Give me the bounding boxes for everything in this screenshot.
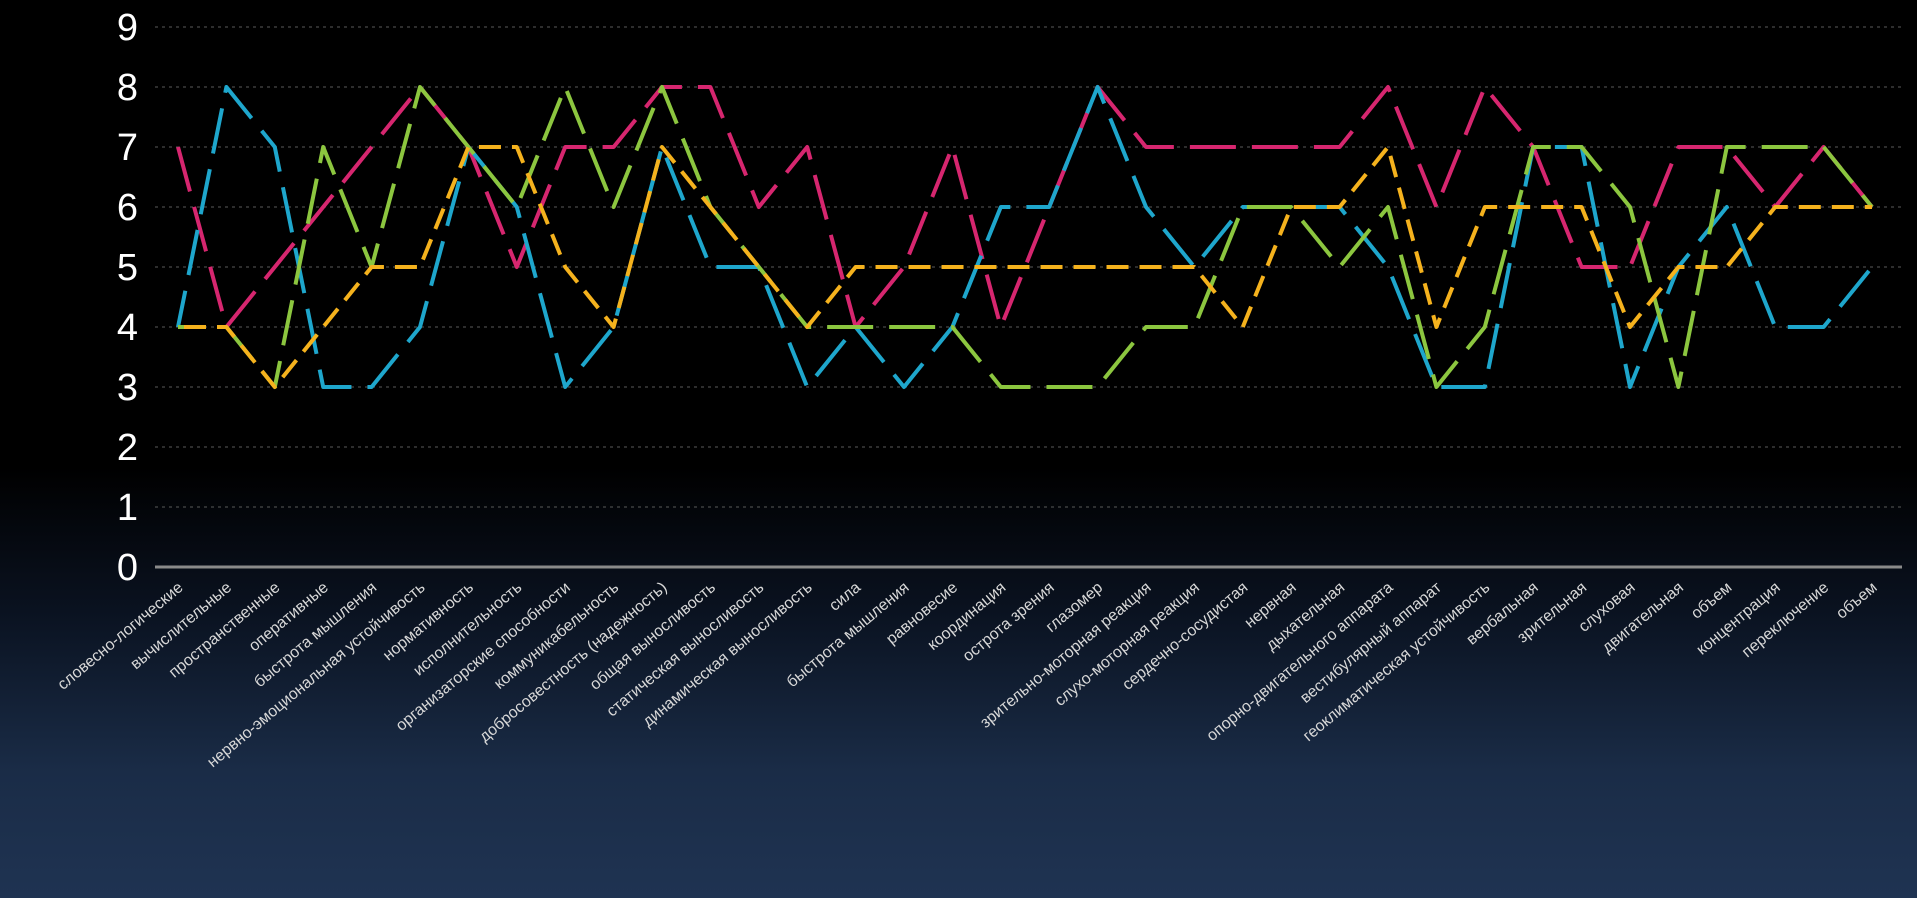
y-tick-label: 7 [117,127,138,169]
x-tick-label: концентрация [1694,579,1784,659]
x-tick-label: организаторские способности [393,579,574,735]
x-tick-label: зрительно-моторная реакция [977,579,1154,732]
x-tick-label: сила [826,579,864,615]
series-line-3 [178,85,1874,389]
y-tick-label: 6 [117,187,138,229]
y-axis-ticks: 0 1 2 3 4 5 6 7 8 9 [117,7,138,589]
series-line-2 [176,85,1874,389]
y-tick-label: 9 [117,7,138,49]
y-tick-label: 3 [117,367,138,409]
y-tick-label: 4 [117,307,138,349]
y-tick-label: 1 [117,487,138,529]
y-tick-label: 5 [117,247,138,289]
x-tick-label: переключение [1739,579,1832,661]
x-tick-label: объем [1833,579,1880,623]
y-tick-label: 2 [117,427,138,469]
y-tick-label: 8 [117,67,138,109]
series-lines [176,85,1874,389]
x-axis-ticks: словесно-логическиевычислительныепростра… [55,579,1881,771]
series-line-4 [178,145,1872,389]
y-tick-label: 0 [117,547,138,589]
